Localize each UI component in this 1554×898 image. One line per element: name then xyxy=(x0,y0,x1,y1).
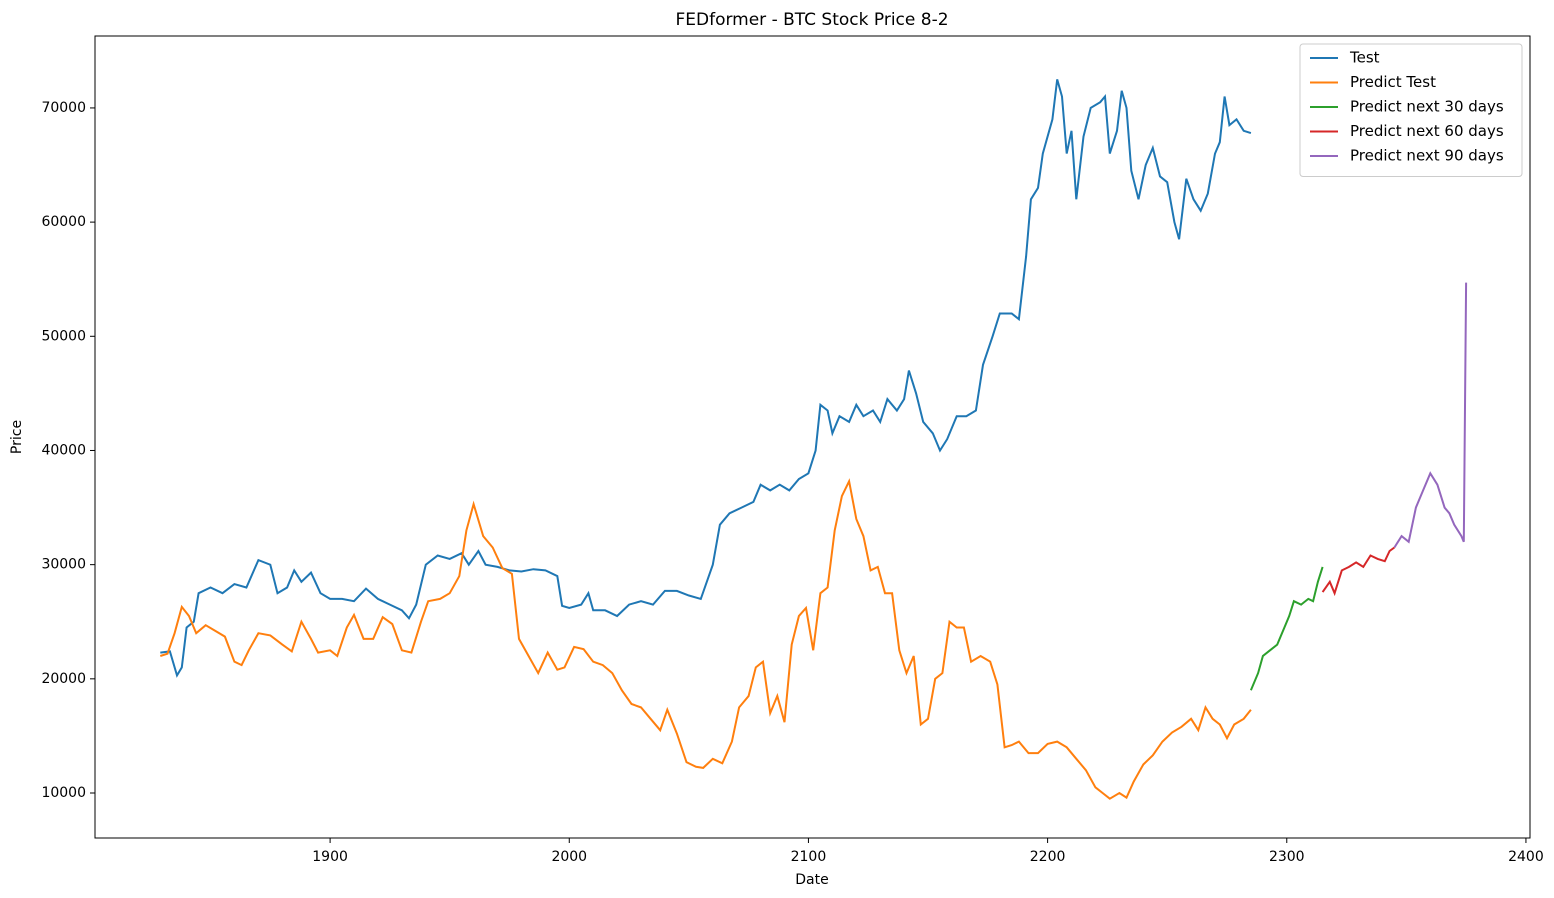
series-line xyxy=(160,79,1252,678)
y-tick-label: 10000 xyxy=(41,785,86,801)
y-tick-label: 20000 xyxy=(41,671,86,687)
x-tick-label: 2000 xyxy=(551,849,587,865)
y-tick-label: 30000 xyxy=(41,557,86,573)
legend-label: Test xyxy=(1349,49,1380,67)
x-tick-label: 2400 xyxy=(1508,849,1544,865)
x-axis-label: Date xyxy=(795,872,828,888)
legend-box xyxy=(1299,43,1523,177)
legend: Test Predict Test Predict next 30 days Pred… xyxy=(1299,43,1523,177)
chart-title: FEDformer - BTC Stock Price 8-2 xyxy=(675,10,948,30)
y-axis-label: Price xyxy=(9,420,25,454)
series-line xyxy=(159,478,1252,800)
x-tick-label: 2200 xyxy=(1030,849,1066,865)
y-tick-label: 70000 xyxy=(41,100,86,116)
y-tick-label: 60000 xyxy=(41,214,86,230)
series-line xyxy=(1249,566,1324,691)
legend-label: Predict Test xyxy=(1350,73,1436,91)
series-line xyxy=(1393,282,1468,549)
x-tick-label: 2300 xyxy=(1269,849,1305,865)
x-tick-label: 1900 xyxy=(312,849,348,865)
series-line xyxy=(1321,546,1395,597)
y-tick-label: 50000 xyxy=(41,328,86,344)
plot-frame xyxy=(94,35,1531,839)
legend-label: Predict next 60 days xyxy=(1350,122,1504,140)
x-tick-label: 2100 xyxy=(791,849,827,865)
legend-label: Predict next 30 days xyxy=(1350,98,1504,116)
y-tick-label: 40000 xyxy=(41,442,86,458)
legend-label: Predict next 90 days xyxy=(1350,147,1504,165)
